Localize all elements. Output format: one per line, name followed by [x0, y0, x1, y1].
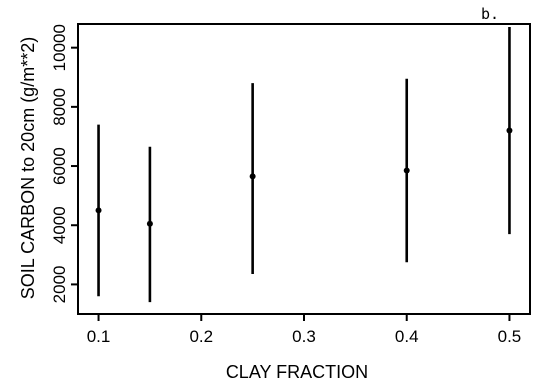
y-tick-label: 4000	[50, 206, 69, 244]
panel-label: b.	[481, 5, 499, 23]
y-tick-label: 2000	[50, 265, 69, 303]
x-axis-title: CLAY FRACTION	[226, 362, 368, 382]
x-tick-label: 0.5	[498, 327, 522, 346]
x-tick-label: 0.3	[292, 327, 316, 346]
data-point	[146, 220, 153, 227]
x-axis: 0.1 0.2 0.3 0.4 0.5	[87, 314, 522, 346]
x-tick-label: 0.1	[87, 327, 111, 346]
x-tick-label: 0.4	[395, 327, 419, 346]
y-axis-title: SOIL CARBON to 20cm (g/m**2)	[18, 37, 38, 299]
plot-frame	[77, 23, 531, 315]
y-tick-label: 8000	[50, 88, 69, 126]
data-points	[95, 26, 513, 303]
x-tick-label: 0.2	[189, 327, 213, 346]
data-point	[249, 173, 256, 180]
y-tick-label: 10000	[50, 24, 69, 71]
data-point	[95, 207, 102, 214]
y-tick-label: 6000	[50, 147, 69, 185]
data-point	[403, 167, 410, 174]
data-point	[506, 127, 513, 134]
y-axis: 2000 4000 6000 8000 10000	[50, 24, 78, 303]
